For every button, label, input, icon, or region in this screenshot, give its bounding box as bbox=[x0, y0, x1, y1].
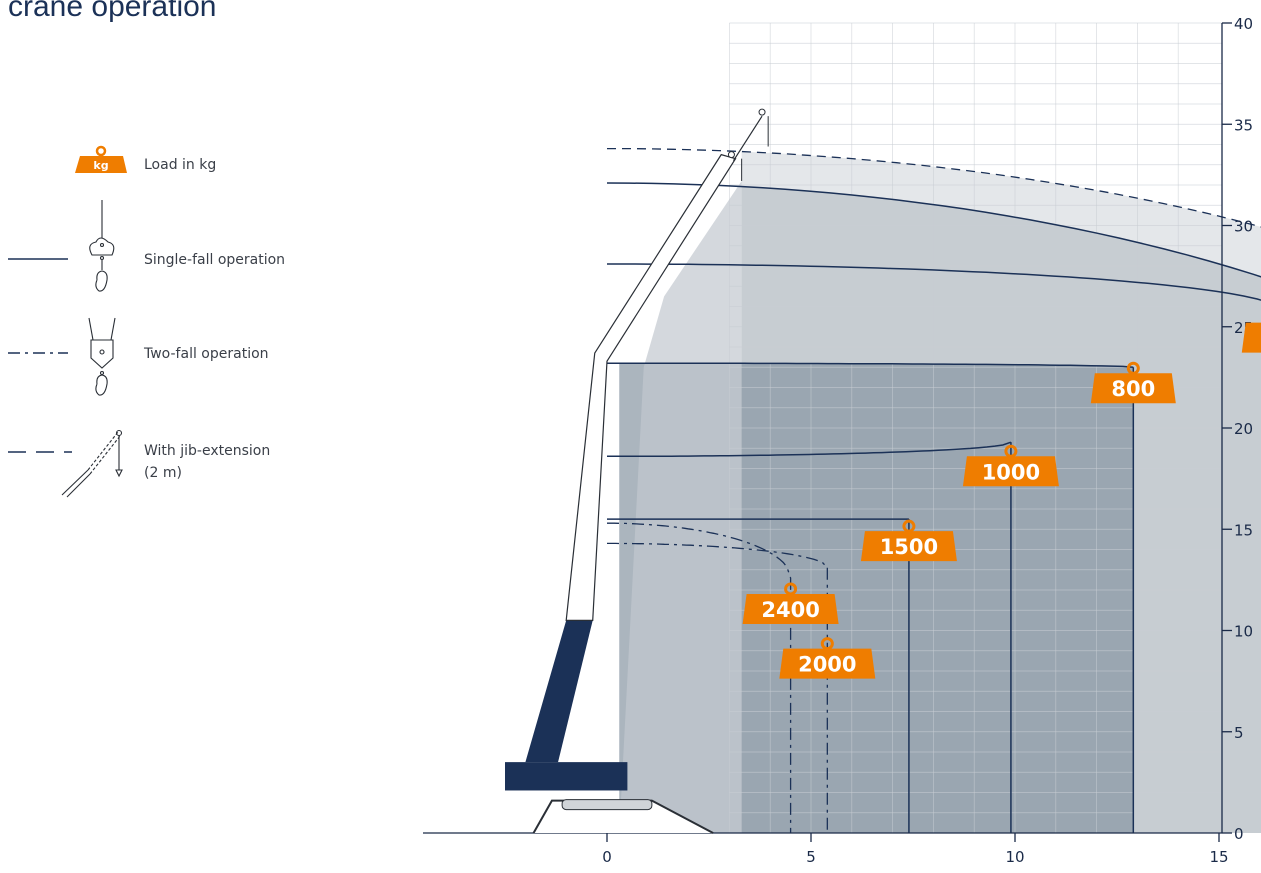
curve-path bbox=[607, 522, 792, 579]
curve-path bbox=[607, 441, 1012, 458]
y-tick-label: 20 bbox=[1234, 420, 1253, 438]
weight-body bbox=[962, 456, 1059, 487]
weight-body bbox=[742, 593, 839, 624]
working-zones bbox=[619, 148, 1261, 833]
weight-label: 1500 bbox=[880, 535, 938, 559]
legend-load: kg Load in kg bbox=[75, 145, 216, 173]
load-weight-1000: 1000 bbox=[962, 444, 1059, 487]
legend: kg Load in kg Single-fall operation bbox=[8, 145, 285, 498]
legend-two-fall-label: Two-fall operation bbox=[143, 346, 269, 362]
load-curve-jib-extension bbox=[607, 147, 1261, 228]
load-curve-single-fall bbox=[607, 518, 910, 833]
curve-path bbox=[607, 263, 1261, 301]
crane-base bbox=[505, 762, 628, 791]
legend-single-fall: Single-fall operation bbox=[8, 200, 285, 292]
curve-path bbox=[607, 147, 1261, 228]
y-tick-label: 10 bbox=[1234, 623, 1253, 641]
y-tick-label: 0 bbox=[1234, 825, 1244, 843]
jib-extension-icon bbox=[61, 429, 123, 498]
load-weight-1500: 1500 bbox=[860, 519, 957, 562]
load-weight-2400: 2400 bbox=[742, 582, 839, 624]
crane-boom-base bbox=[525, 620, 593, 763]
y-tick-label: 30 bbox=[1234, 218, 1253, 236]
load-weight-800: 800 bbox=[1090, 361, 1176, 404]
weight-label: 1000 bbox=[982, 460, 1040, 484]
curve-path bbox=[607, 362, 1134, 369]
jib-extension bbox=[732, 115, 763, 162]
load-curve-single-fall bbox=[607, 263, 1261, 301]
weight-body bbox=[1090, 373, 1176, 404]
load-curve-single-fall bbox=[606, 182, 1261, 278]
x-tick-label: 15 bbox=[1209, 848, 1228, 866]
weight-label: 2400 bbox=[761, 598, 819, 622]
curve-path bbox=[606, 182, 1261, 278]
kg-weight-icon: kg bbox=[75, 145, 127, 173]
legend-two-fall: Two-fall operation bbox=[8, 317, 269, 396]
curve-path bbox=[607, 542, 828, 569]
crane-illustration bbox=[505, 108, 769, 834]
legend-jib-label-2: (2 m) bbox=[144, 465, 182, 481]
chart-title: crane operation bbox=[8, 0, 217, 23]
boom-tip-sheave bbox=[727, 151, 735, 159]
x-tick-label: 5 bbox=[806, 848, 816, 866]
y-tick-label: 40 bbox=[1234, 15, 1253, 33]
load-curve-single-fall bbox=[607, 362, 1135, 833]
x-tick-label: 0 bbox=[602, 848, 612, 866]
y-tick-label: 15 bbox=[1234, 521, 1253, 539]
zone-boom bbox=[619, 180, 742, 833]
crane-track bbox=[561, 799, 653, 811]
single-fall-hook-icon bbox=[89, 200, 115, 292]
weight-body bbox=[1241, 322, 1261, 353]
load-curve-single-fall bbox=[607, 441, 1012, 833]
load-weight-500: 500 bbox=[1241, 322, 1261, 353]
jib-tip-sheave bbox=[758, 108, 766, 116]
weight-body bbox=[779, 648, 876, 679]
x-tick-label: 10 bbox=[1005, 848, 1024, 866]
kg-badge-text: kg bbox=[93, 159, 108, 172]
two-fall-block-icon bbox=[88, 317, 116, 396]
legend-jib: With jib-extension (2 m) bbox=[8, 429, 270, 498]
legend-single-fall-label: Single-fall operation bbox=[144, 252, 285, 268]
legend-jib-label: With jib-extension bbox=[144, 443, 270, 459]
y-tick-label: 35 bbox=[1234, 116, 1253, 134]
load-weight-2000: 2000 bbox=[779, 637, 876, 679]
weight-label: 800 bbox=[1111, 377, 1155, 401]
crane-boom bbox=[565, 153, 737, 621]
y-tick-label: 5 bbox=[1234, 724, 1244, 742]
legend-load-label: Load in kg bbox=[144, 157, 216, 173]
weight-label: 2000 bbox=[798, 653, 856, 677]
weight-body bbox=[860, 531, 957, 562]
chart-grid bbox=[729, 22, 1222, 834]
load-weights: 2400200015001000800500250250200100100 bbox=[742, 322, 1261, 679]
